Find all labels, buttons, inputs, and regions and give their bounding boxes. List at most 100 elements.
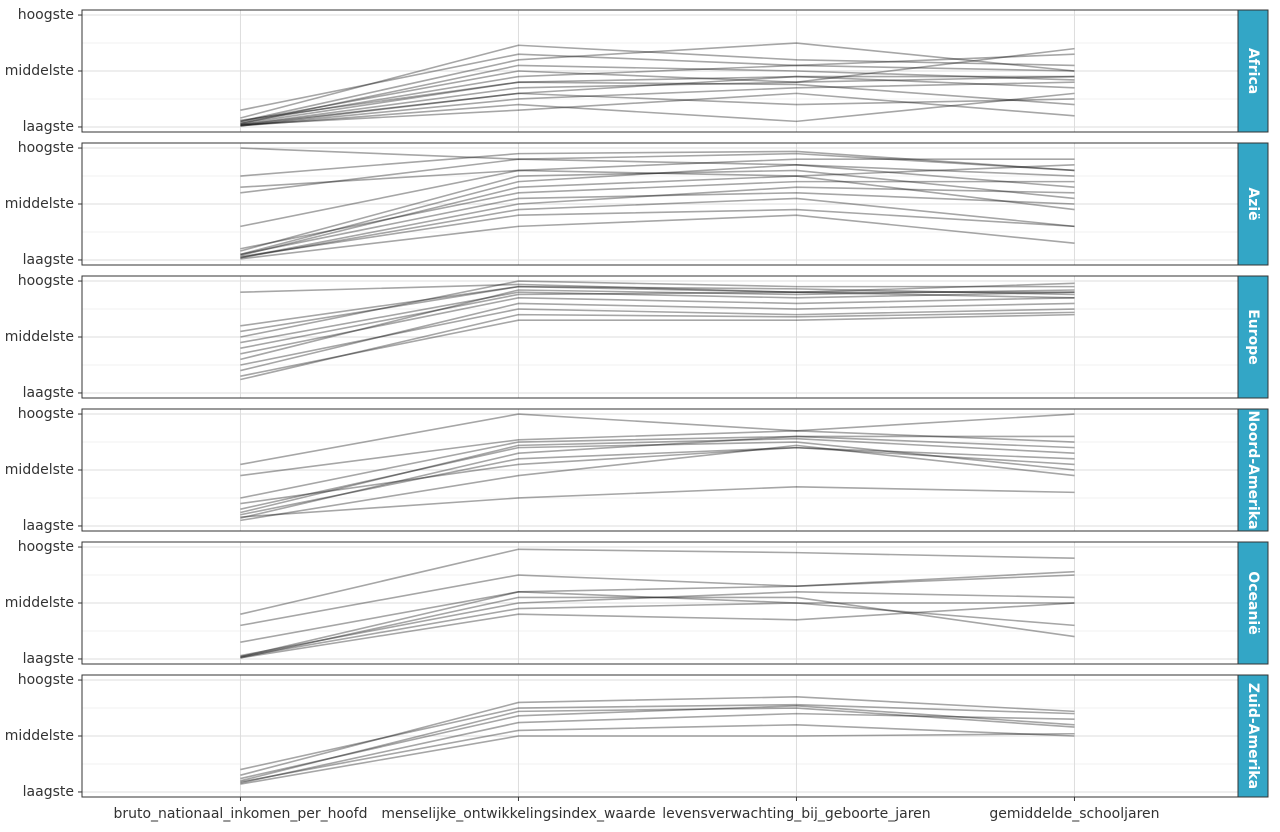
series-line [240,437,1075,514]
strip [1237,408,1269,532]
series-line [240,197,1075,259]
series-line [240,186,1075,259]
series-line [240,707,1075,782]
y-tick-label: middelste [5,196,74,212]
x-tick-label: menselijke_ontwikkelingsindex_waarde [381,806,655,822]
series-line [240,53,1075,124]
series-line [240,92,1075,127]
y-tick-label: hoogste [18,140,74,156]
series-line [240,430,1075,477]
series-line [240,732,1075,785]
series-line [240,53,1075,111]
facet-label: Oceanië [1245,571,1261,634]
series-line [240,574,1075,643]
series-line [240,81,1075,127]
facet-label: Azië [1245,187,1261,220]
series-line [240,92,1075,127]
x-tick-label: gemiddelde_schooljaren [989,806,1159,822]
series-line [240,169,1075,252]
facet-label: Zuid-Amerika [1245,683,1261,789]
strip [1237,142,1269,266]
y-tick-label: laagste [23,518,74,534]
series-line [240,703,1075,771]
series-line [240,150,1075,177]
x-tick-label: levensverwachting_bij_geboorte_jaren [662,806,930,822]
series-line [240,283,1075,294]
series-line [240,208,1075,258]
series-line [240,64,1075,125]
series-line [240,704,1075,780]
series-line [240,311,1075,381]
x-tick-label: bruto_nationaal_inkomen_per_hoofd [113,806,367,822]
y-tick-label: hoogste [18,539,74,555]
series-line [240,446,1075,505]
series-line [240,175,1075,257]
series-line [240,75,1075,126]
series-line [240,485,1075,518]
series-line [240,282,1075,349]
y-tick-label: middelste [5,728,74,744]
series-line [240,302,1075,372]
y-tick-label: middelste [5,63,74,79]
series-line [240,147,1075,172]
series-line [240,158,1075,189]
y-tick-label: laagste [23,252,74,268]
series-line [240,712,1075,784]
y-tick-label: hoogste [18,672,74,688]
series-line [240,158,1075,194]
y-tick-label: laagste [23,651,74,667]
y-tick-label: laagste [23,784,74,800]
series-line [240,308,1075,366]
y-tick-label: laagste [23,119,74,135]
series-line [240,285,1075,333]
series-line [240,591,1075,658]
series-line [240,47,1075,123]
series-line [240,444,1075,522]
series-line [240,313,1075,377]
series-line [240,591,1075,657]
series-line [240,696,1075,776]
series-line [240,570,1075,627]
series-line [240,441,1075,510]
series-line [240,214,1075,260]
series-line [240,602,1075,659]
series-line [240,413,1075,466]
facet-label: Africa [1245,48,1261,94]
facet-label: Noord-Amerika [1245,410,1261,529]
y-tick-label: hoogste [18,7,74,23]
series-line [240,180,1075,250]
series-line [240,435,1075,519]
series-line [240,192,1075,256]
facet-label: Europe [1245,309,1261,365]
series-line [240,724,1075,783]
series-line [240,289,1075,361]
series-line [240,291,1075,344]
series-line [240,435,1075,499]
y-tick-label: middelste [5,329,74,345]
series-line [240,596,1075,659]
strip [1237,541,1269,665]
series-line [240,92,1075,126]
y-tick-label: middelste [5,595,74,611]
series-line [240,446,1075,516]
series-line [240,44,1075,119]
series-line [240,75,1075,126]
series-line [240,164,1075,228]
series-line [240,42,1075,123]
series-line [240,297,1075,355]
series-line [240,81,1075,125]
strip [1237,275,1269,399]
y-tick-label: laagste [23,385,74,401]
series-line [240,602,1075,658]
strip [1237,9,1269,133]
y-tick-label: middelste [5,462,74,478]
series-line [240,75,1075,122]
strip [1237,674,1269,798]
series-line [240,285,1075,327]
y-tick-label: hoogste [18,406,74,422]
y-tick-label: hoogste [18,273,74,289]
series-line [240,280,1075,338]
series-line [240,548,1075,615]
